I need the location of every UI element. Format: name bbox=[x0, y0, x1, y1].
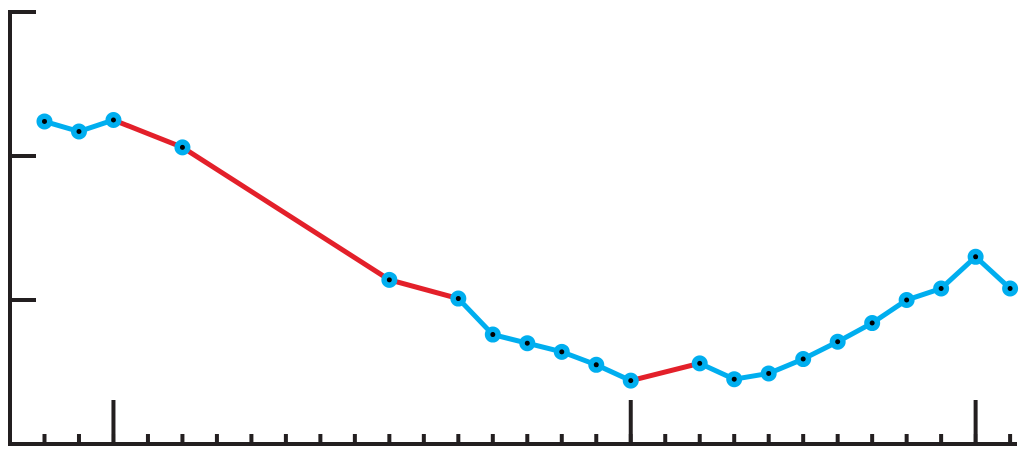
point-center bbox=[628, 378, 634, 384]
point-center bbox=[110, 117, 116, 123]
point-center bbox=[904, 297, 910, 303]
gap-segment bbox=[630, 360, 701, 384]
point-center bbox=[697, 360, 703, 366]
point-center bbox=[179, 144, 185, 150]
gap-segment bbox=[181, 145, 391, 282]
line-segment bbox=[456, 296, 495, 337]
point-center bbox=[1007, 285, 1013, 291]
point-center bbox=[731, 376, 737, 382]
point-center bbox=[938, 285, 944, 291]
point-center bbox=[835, 339, 841, 345]
point-center bbox=[76, 129, 82, 135]
point-center bbox=[973, 254, 979, 260]
point-center bbox=[524, 340, 530, 346]
gap-segment bbox=[388, 277, 459, 301]
point-center bbox=[766, 370, 772, 376]
point-center bbox=[800, 356, 806, 362]
point-center bbox=[490, 332, 496, 338]
point-center bbox=[41, 118, 47, 124]
point-center bbox=[593, 362, 599, 368]
point-center bbox=[455, 296, 461, 302]
point-center bbox=[869, 320, 875, 326]
point-center bbox=[386, 277, 392, 283]
gap-segment bbox=[112, 117, 184, 150]
point-center bbox=[559, 349, 565, 355]
